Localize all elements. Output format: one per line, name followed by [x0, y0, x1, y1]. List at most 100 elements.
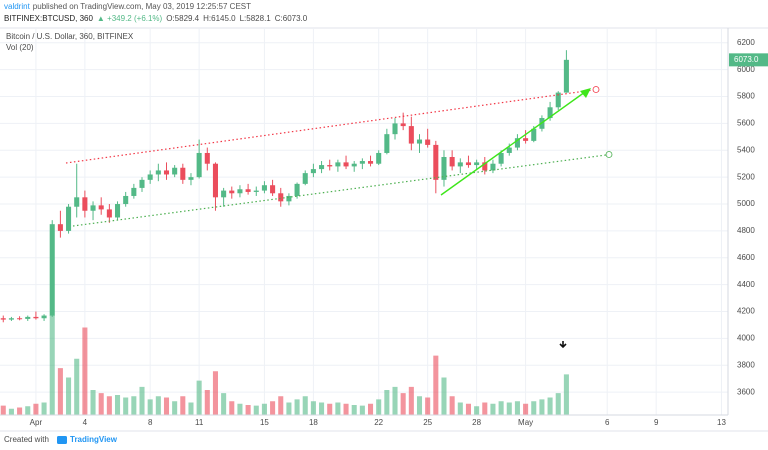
volume-bar — [82, 327, 88, 415]
volume-bar — [514, 401, 520, 415]
candle-body — [327, 165, 333, 167]
chart-title: Bitcoin / U.S. Dollar, 360, BITFINEX — [6, 32, 134, 41]
candle-body — [196, 152, 202, 178]
volume-bar — [245, 405, 251, 415]
volume-bar — [384, 390, 390, 415]
volume-bar — [555, 393, 561, 415]
author[interactable]: valdrint — [4, 2, 31, 11]
candle-body — [343, 162, 349, 167]
candle-body — [425, 139, 431, 145]
candle-body — [139, 179, 145, 188]
line-handle — [605, 151, 613, 158]
y-tick-label: 3800 — [737, 360, 755, 369]
candle-body — [66, 206, 72, 231]
volume-bar — [490, 403, 496, 415]
candle-body — [465, 162, 471, 166]
volume-bar — [319, 402, 325, 415]
candle-body — [33, 316, 39, 319]
change: ▲ +349.2 (+6.1%) — [97, 14, 163, 23]
trend-arrow — [440, 91, 586, 196]
candle-body — [188, 177, 194, 180]
candle-body — [57, 224, 63, 231]
volume-bar — [147, 399, 153, 415]
candle-body — [270, 185, 276, 194]
volume-bar — [278, 396, 284, 415]
volume-bar — [163, 397, 170, 415]
candle-body — [523, 138, 529, 141]
candle-body — [106, 209, 112, 218]
volume-bar — [33, 403, 39, 415]
candle-body — [131, 187, 137, 196]
volume-bar — [8, 408, 14, 415]
ohlc-low: L:5828.1 — [240, 14, 272, 23]
line-handle — [592, 86, 600, 93]
candle-body — [49, 224, 55, 316]
candle-body — [367, 161, 374, 164]
volume-bar — [204, 390, 210, 415]
x-tick-label: 28 — [472, 418, 481, 427]
y-tick-label: 3600 — [737, 387, 755, 396]
candle-body — [147, 174, 153, 180]
indicator-label: Vol (20) — [6, 43, 34, 52]
y-tick-label: 4600 — [737, 253, 755, 262]
footer-brand[interactable]: TradingView — [70, 435, 118, 444]
candle-body — [114, 204, 121, 218]
volume-bar — [0, 405, 6, 415]
x-tick-label: May — [518, 418, 533, 427]
volume-bar — [465, 403, 471, 415]
axes: 3600 3800 4000 4200 4400 4600 4800 5000 5200 5400… — [30, 38, 756, 427]
candle-body — [416, 139, 423, 144]
candle-body — [449, 157, 455, 167]
candle-body — [17, 318, 23, 320]
brand-logo — [57, 436, 67, 444]
volume-bar — [98, 393, 104, 415]
candle-body — [547, 107, 553, 119]
volume-bar — [498, 401, 504, 415]
candle-body — [555, 92, 561, 108]
volume-bar — [172, 401, 178, 415]
y-tick-label: 4000 — [737, 334, 755, 343]
volume-bar — [563, 374, 569, 415]
candle-body — [506, 147, 512, 153]
candle-body — [237, 189, 243, 194]
candle-body — [278, 193, 284, 202]
candle-body — [229, 190, 235, 194]
y-tick-label: 4400 — [737, 280, 755, 289]
volume-bar — [392, 386, 398, 415]
last-price-label: 6073.0 — [734, 55, 759, 64]
volume-bar — [131, 396, 137, 415]
candle-body — [253, 190, 259, 192]
volume-bar — [106, 396, 112, 415]
volume-bar — [188, 402, 194, 415]
candles — [0, 50, 569, 323]
volume-bar — [180, 396, 186, 415]
candle-body — [41, 315, 47, 319]
volume-bar — [408, 386, 414, 415]
candle-body — [82, 197, 88, 211]
y-tick-label: 5400 — [737, 145, 755, 154]
resistance-line — [65, 89, 594, 164]
candle-body — [335, 162, 341, 167]
volume-bar — [302, 396, 308, 415]
candle-body — [359, 161, 365, 164]
candle-body — [351, 163, 357, 167]
candle-body — [212, 163, 218, 198]
x-tick-label: 13 — [717, 418, 726, 427]
volume-bar — [155, 396, 161, 415]
candle-body — [376, 152, 382, 164]
ohlc-close: C:6073.0 — [275, 14, 308, 23]
volume-bar — [253, 405, 259, 415]
support-line — [72, 154, 607, 227]
drawings — [65, 86, 613, 349]
x-tick-label: 18 — [309, 418, 318, 427]
candle-body — [221, 190, 227, 198]
volume-bar — [425, 397, 431, 415]
candle-body — [474, 162, 480, 166]
candle-body — [172, 167, 178, 175]
ohlc-high: H:6145.0 — [203, 14, 236, 23]
volume-bar — [286, 402, 292, 415]
volume-pane — [0, 315, 569, 415]
candle-body — [155, 170, 161, 175]
volume-bar — [212, 371, 218, 415]
